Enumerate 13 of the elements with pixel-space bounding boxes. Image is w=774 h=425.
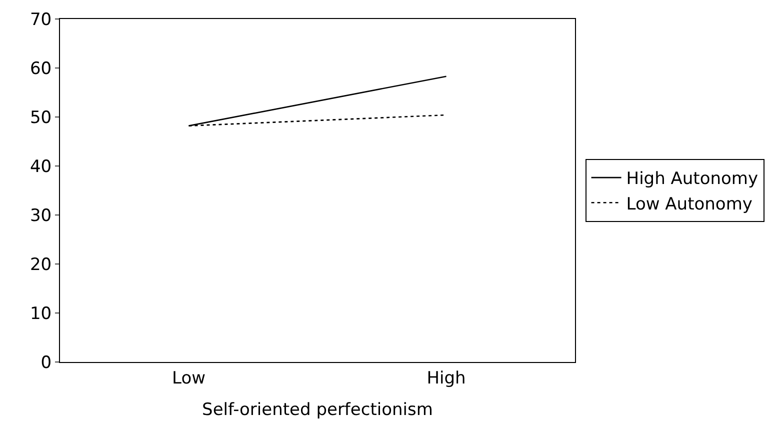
legend-label: High Autonomy (626, 169, 758, 190)
y-tick-label: 10 (30, 304, 52, 324)
y-tick-label: 40 (30, 156, 52, 177)
y-tick-label: 50 (30, 108, 52, 128)
x-tick-label: High (426, 368, 466, 388)
x-axis-title: Self-oriented perfectionism (202, 400, 433, 420)
y-tick-label: 30 (30, 206, 52, 226)
x-tick-label: Low (172, 368, 206, 388)
y-tick-label: 20 (30, 254, 52, 275)
y-tick-label: 70 (30, 10, 52, 30)
legend-label: Low Autonomy (626, 194, 752, 214)
y-tick-label: 60 (30, 58, 52, 79)
y-tick-label: 0 (40, 352, 52, 373)
